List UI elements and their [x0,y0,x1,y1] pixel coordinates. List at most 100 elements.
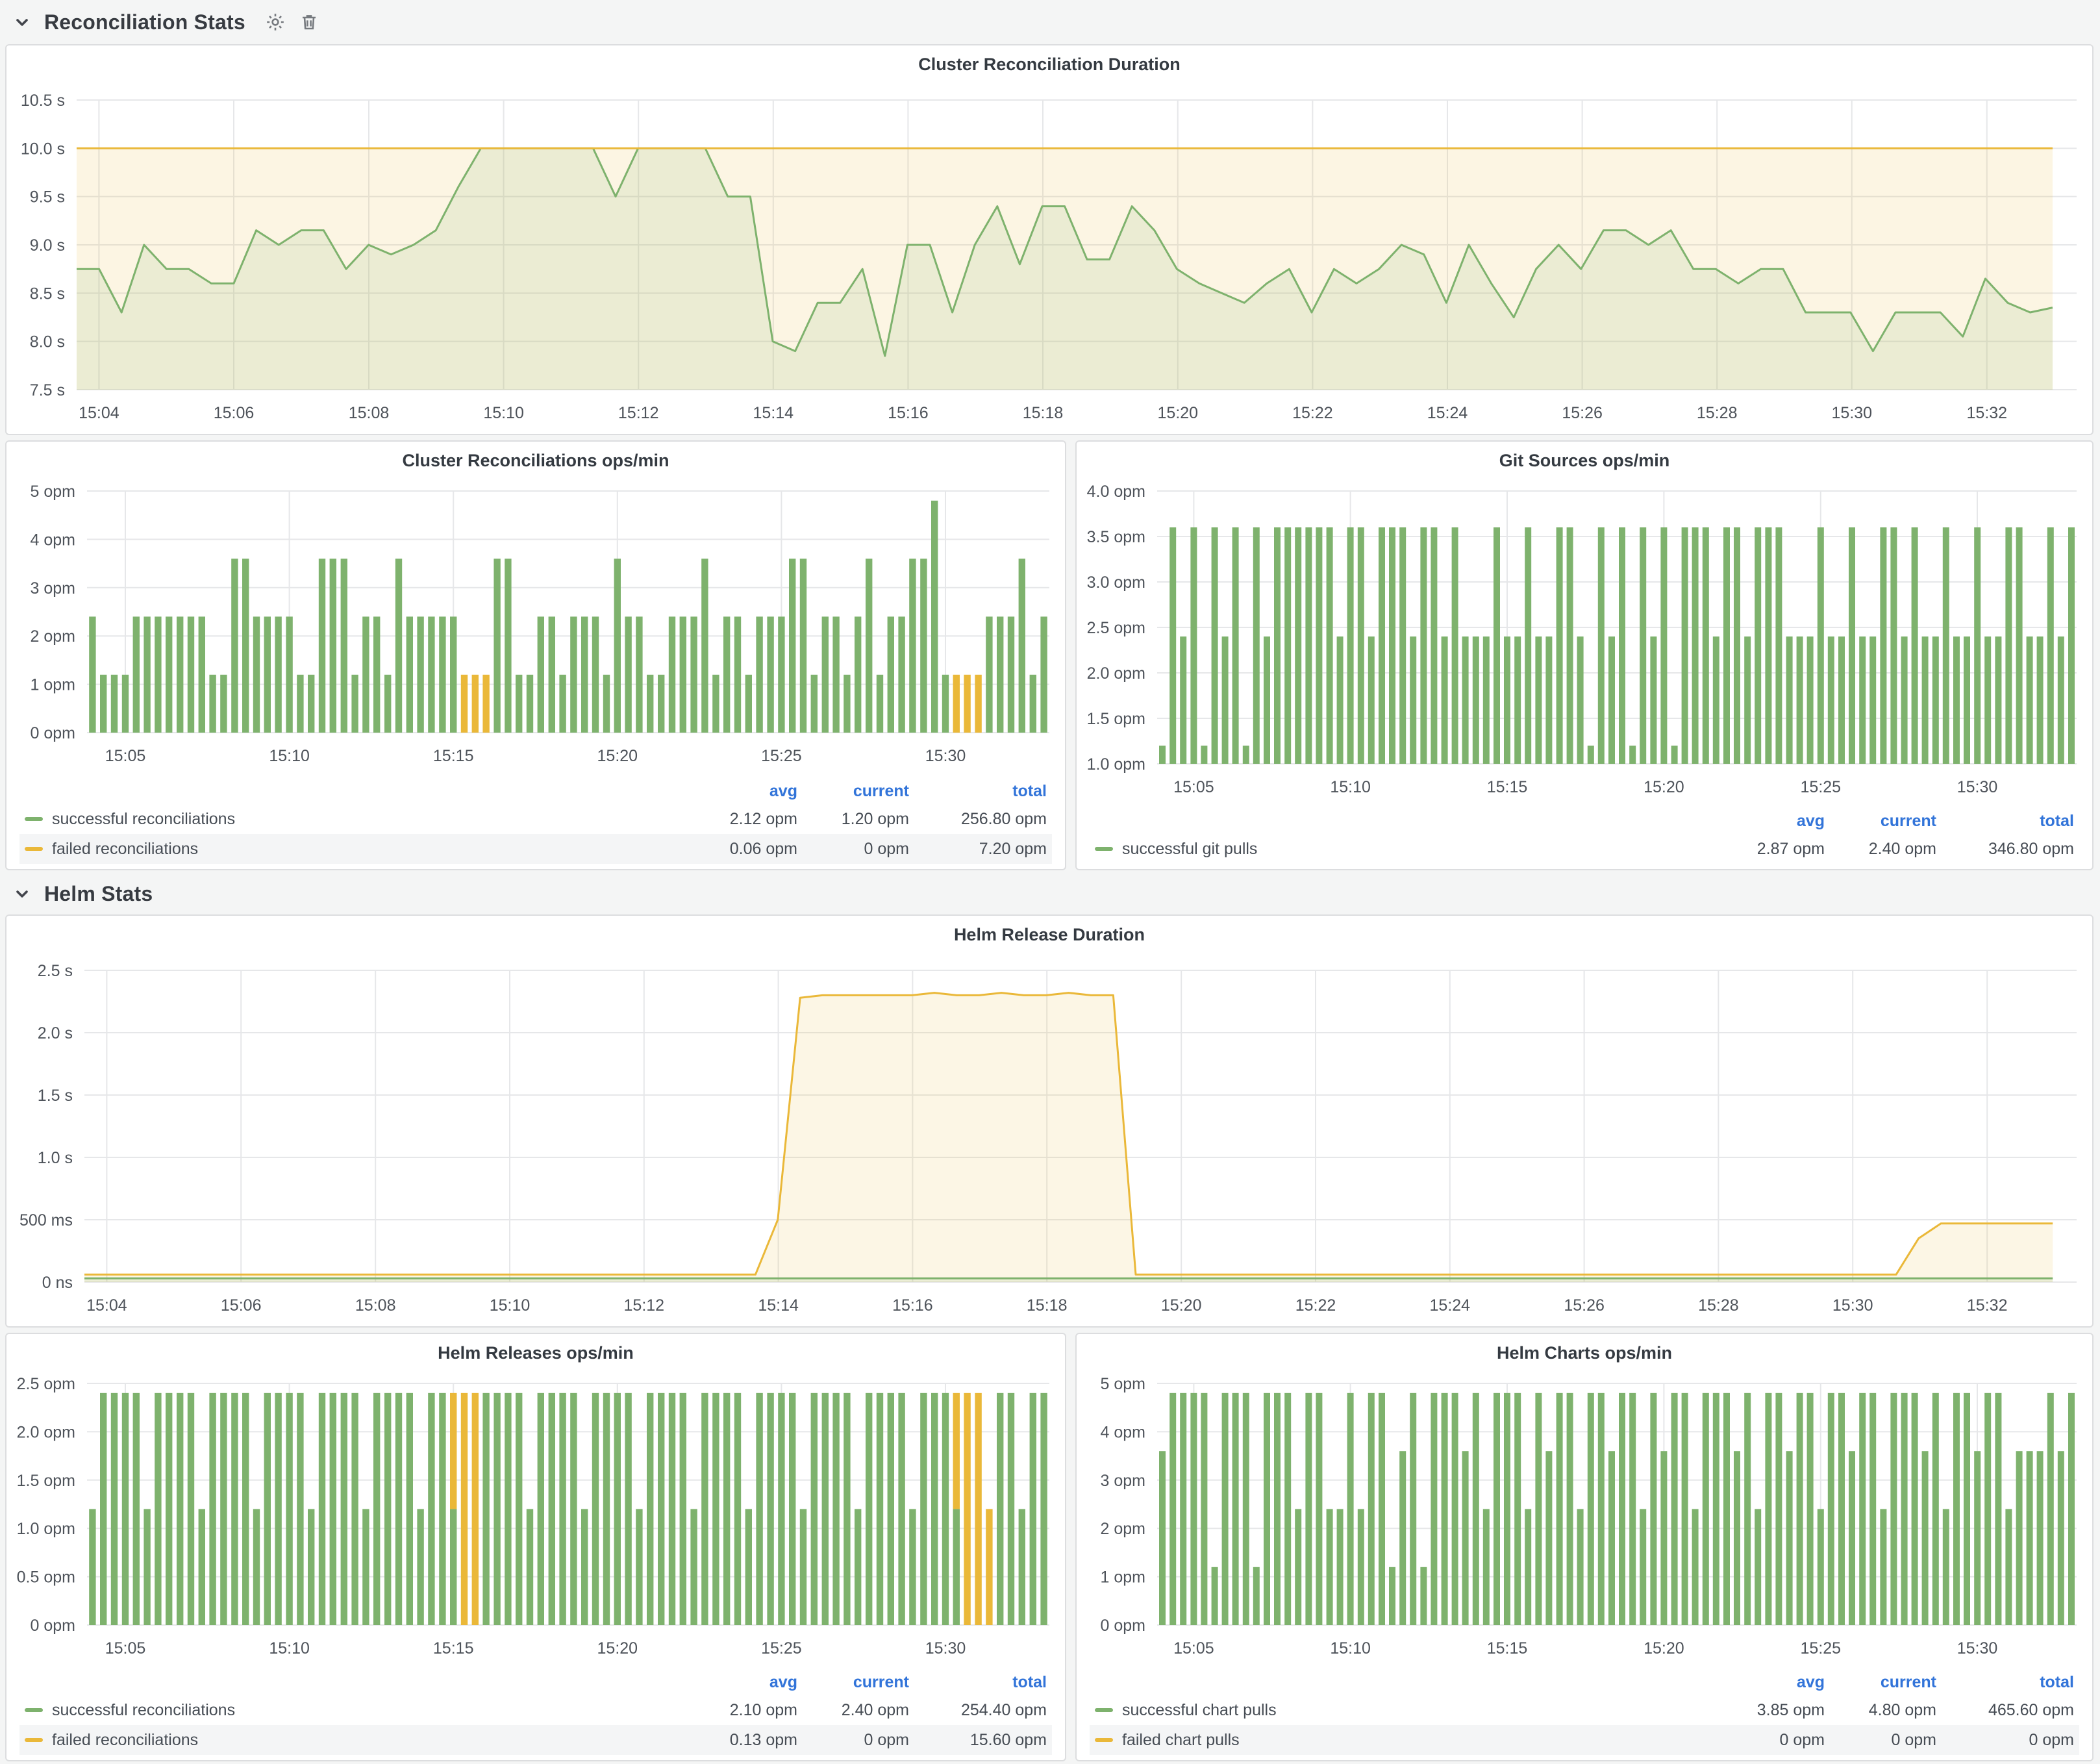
svg-text:15:05: 15:05 [1173,778,1214,796]
svg-text:15:26: 15:26 [1564,1296,1605,1315]
svg-text:0.5 opm: 0.5 opm [17,1569,75,1587]
svg-text:15:15: 15:15 [433,1639,474,1657]
series-color-marker [1095,1708,1113,1712]
svg-text:15:15: 15:15 [433,747,474,765]
legend-value: 0 opm [864,1730,909,1749]
git-sources-ops-chart[interactable]: 4.0 opm 3.5 opm 3.0 opm 2.5 opm 2.0 opm 1.5 o… [1077,475,2092,803]
svg-text:4 opm: 4 opm [1101,1423,1145,1441]
panel-title[interactable]: Helm Releases ops/min [438,1343,634,1363]
svg-text:15:10: 15:10 [269,747,310,765]
svg-text:15:04: 15:04 [79,404,119,422]
svg-text:15:05: 15:05 [105,1639,146,1657]
legend-value: 256.80 opm [960,809,1047,828]
section-header-helm-stats[interactable]: Helm Stats [10,878,153,909]
legend-cluster-reconciliations: avg current total successful reconciliation… [6,778,1065,864]
svg-text:0 opm: 0 opm [1101,1617,1145,1635]
legend-sort-avg[interactable]: avg [1796,811,1825,830]
panel-title[interactable]: Cluster Reconciliations ops/min [402,451,669,470]
panel-title[interactable]: Helm Charts ops/min [1496,1343,1673,1363]
svg-text:15:08: 15:08 [349,404,390,422]
svg-text:15:12: 15:12 [624,1296,665,1315]
legend-sort-current[interactable]: current [1880,811,1936,830]
panel-title[interactable]: Helm Release Duration [953,925,1145,944]
legend-sort-avg[interactable]: avg [1796,1672,1825,1691]
svg-text:4 opm: 4 opm [31,531,75,549]
svg-text:15:32: 15:32 [1967,404,2008,422]
svg-text:8.5 s: 8.5 s [30,284,65,303]
legend-row: failed reconciliations 0.06 opm 0 opm 7.20 … [19,834,1052,864]
gear-icon[interactable] [264,10,287,34]
legend-sort-avg[interactable]: avg [769,781,797,800]
svg-text:3 opm: 3 opm [31,579,75,598]
legend-sort-current[interactable]: current [1880,1672,1936,1691]
svg-text:15:05: 15:05 [1173,1639,1214,1657]
legend-series-label[interactable]: failed reconciliations [25,840,686,859]
legend-value: 4.80 opm [1868,1700,1936,1719]
svg-text:15:22: 15:22 [1295,1296,1336,1315]
legend-header: avg current total [1090,808,2079,834]
panel-helm-charts-ops: Helm Charts ops/min 5 opm 4 opm 3 opm 2 opm… [1075,1333,2094,1761]
legend-value: 0 opm [2029,1730,2074,1749]
legend-sort-avg[interactable]: avg [769,1672,797,1691]
legend-series-label[interactable]: failed reconciliations [25,1731,686,1750]
svg-text:1 opm: 1 opm [31,676,75,694]
svg-text:15:20: 15:20 [597,747,638,765]
svg-text:15:10: 15:10 [490,1296,531,1315]
legend-series-label[interactable]: failed chart pulls [1095,1731,1713,1750]
series-color-marker [25,1708,43,1712]
legend-row: successful reconciliations 2.12 opm 1.20 o… [19,804,1052,834]
cluster-reconciliations-ops-chart[interactable]: 5 opm 4 opm 3 opm 2 opm 1 opm 0 opm 15:05 15:10… [6,475,1065,772]
legend-value: 465.60 opm [1988,1700,2074,1719]
svg-text:15:06: 15:06 [214,404,255,422]
svg-text:4.0 opm: 4.0 opm [1087,483,1145,501]
legend-sort-total[interactable]: total [1012,781,1047,800]
svg-text:15:10: 15:10 [483,404,524,422]
legend-series-label[interactable]: successful reconciliations [25,810,686,829]
svg-text:15:10: 15:10 [1330,778,1371,796]
svg-text:0 opm: 0 opm [31,724,75,742]
svg-text:15:25: 15:25 [761,1639,802,1657]
legend-value: 2.40 opm [841,1700,909,1719]
panel-helm-releases-ops: Helm Releases ops/min 2.5 opm 2.0 opm 1.5 … [5,1333,1066,1761]
series-color-marker [1095,1738,1113,1742]
svg-text:0 opm: 0 opm [31,1617,75,1635]
svg-text:15:28: 15:28 [1698,1296,1739,1315]
legend-sort-current[interactable]: current [853,1672,909,1691]
legend-series-label[interactable]: successful git pulls [1095,840,1713,859]
chevron-down-icon[interactable] [10,10,34,34]
legend-header: avg current total [19,778,1052,804]
legend-header: avg current total [1090,1669,2079,1695]
legend-series-label[interactable]: successful chart pulls [1095,1701,1713,1720]
panel-cluster-reconciliations-ops: Cluster Reconciliations ops/min 5 opm 4 o… [5,440,1066,870]
legend-sort-total[interactable]: total [2040,811,2074,830]
legend-series-label[interactable]: successful reconciliations [25,1701,686,1720]
legend-sort-current[interactable]: current [853,781,909,800]
svg-text:1.0 opm: 1.0 opm [17,1520,75,1538]
cluster-reconciliation-duration-chart[interactable]: 10.5 s 10.0 s 9.5 s 9.0 s 8.5 s 8.0 s 7.5 s 15:… [6,79,2092,429]
trash-icon[interactable] [297,10,321,34]
svg-text:15:22: 15:22 [1292,404,1333,422]
helm-release-duration-chart[interactable]: 2.5 s 2.0 s 1.5 s 1.0 s 500 ms 0 ns 15:04 15:06… [6,950,2092,1321]
svg-text:10.0 s: 10.0 s [21,140,65,158]
helm-charts-ops-chart[interactable]: 5 opm 4 opm 3 opm 2 opm 1 opm 0 opm 15:05 15:10… [1077,1368,2092,1664]
legend-sort-total[interactable]: total [1012,1672,1047,1691]
legend-sort-total[interactable]: total [2040,1672,2074,1691]
svg-text:3 opm: 3 opm [1101,1472,1145,1490]
svg-text:2.0 opm: 2.0 opm [17,1423,75,1441]
svg-text:7.5 s: 7.5 s [30,381,65,399]
chevron-down-icon[interactable] [10,882,34,905]
svg-text:9.0 s: 9.0 s [30,236,65,255]
panel-title[interactable]: Git Sources ops/min [1499,451,1670,470]
legend-value: 2.12 opm [729,809,797,828]
panel-title[interactable]: Cluster Reconciliation Duration [918,55,1181,74]
svg-text:15:14: 15:14 [753,404,794,422]
legend-helm-charts: avg current total successful chart pulls 3.8… [1077,1669,2092,1755]
legend-row: failed chart pulls 0 opm 0 opm 0 opm [1090,1725,2079,1755]
section-header-reconciliation-stats[interactable]: Reconciliation Stats [10,6,321,38]
svg-text:15:16: 15:16 [892,1296,933,1315]
svg-text:15:24: 15:24 [1430,1296,1471,1315]
legend-value: 0 opm [1779,1730,1825,1749]
svg-text:2 opm: 2 opm [31,627,75,646]
helm-releases-ops-chart[interactable]: 2.5 opm 2.0 opm 1.5 opm 1.0 opm 0.5 opm 0 opm… [6,1368,1065,1664]
